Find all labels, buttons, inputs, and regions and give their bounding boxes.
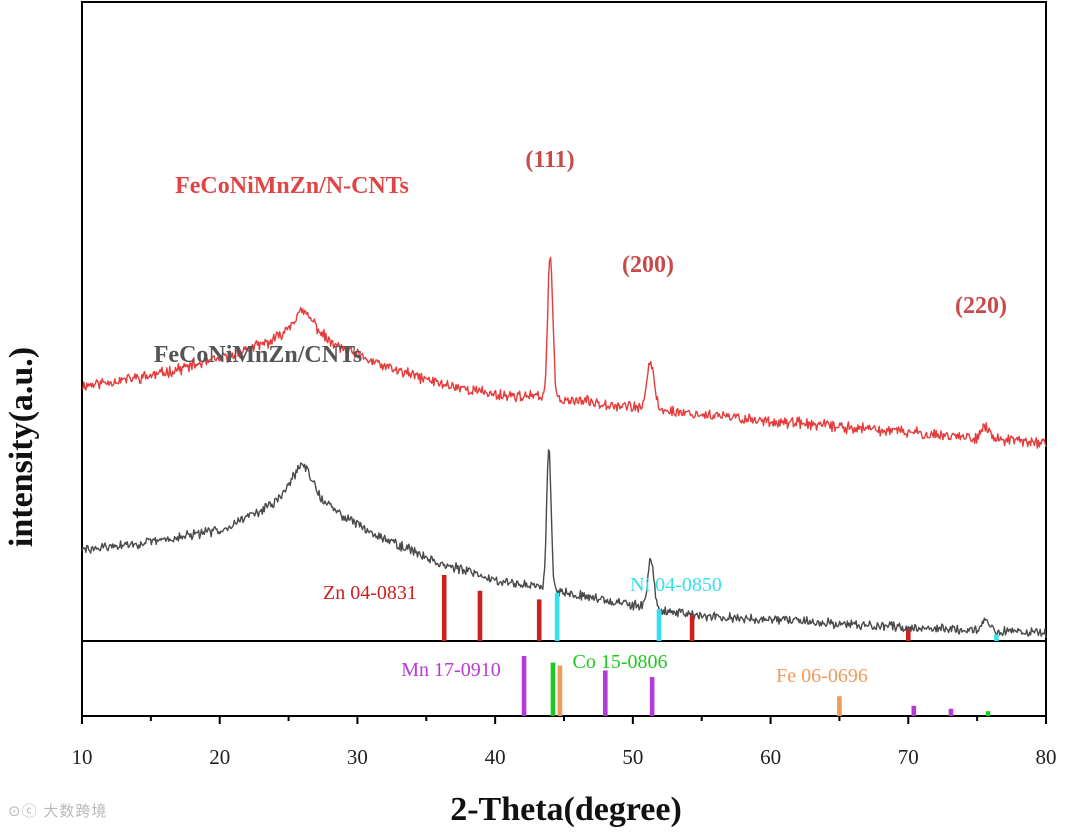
x-tick-label: 50: [622, 745, 643, 769]
peak-label-220: (220): [955, 293, 1007, 319]
x-tick-label: 70: [898, 745, 919, 769]
x-tick-label: 20: [209, 745, 230, 769]
x-tick-label: 30: [347, 745, 368, 769]
reference-stick: [557, 665, 563, 716]
peak-label-111: (111): [525, 147, 574, 173]
peak-label-200: (200): [622, 252, 674, 278]
reference-stick: [656, 609, 662, 641]
reference-stick: [905, 629, 911, 641]
reference-layer: [441, 575, 999, 716]
x-tick-label: 10: [72, 745, 93, 769]
reference-stick: [911, 705, 917, 716]
reference-stick: [521, 656, 527, 716]
series-line-0: [81, 256, 1047, 449]
ref-label-co: Co 15-0806: [573, 651, 668, 673]
watermark: ⊙ⓒ 大数跨境: [8, 802, 108, 820]
reference-stick: [550, 662, 556, 716]
ref-label-fe: Fe 06-0696: [776, 665, 868, 687]
reference-stick: [948, 708, 954, 716]
series-layer: [81, 256, 1047, 638]
reference-stick: [603, 670, 608, 716]
series-label-n-cnts: FeCoNiMnZn/N-CNTs: [175, 173, 409, 199]
reference-stick: [441, 575, 447, 641]
x-tick-label: 80: [1036, 745, 1057, 769]
ref-label-mn: Mn 17-0910: [401, 659, 500, 681]
ref-label-zn: Zn 04-0831: [323, 582, 417, 604]
x-axis-label: 2-Theta(degree): [450, 791, 682, 828]
reference-stick: [994, 634, 999, 641]
x-tick-label: 60: [760, 745, 781, 769]
reference-stick: [477, 590, 483, 641]
ref-label-ni: Ni 04-0850: [630, 574, 722, 596]
reference-stick: [649, 677, 655, 716]
y-axis-label: intensity(a.u.): [3, 347, 40, 547]
x-tick-label: 40: [485, 745, 506, 769]
reference-stick: [554, 592, 560, 641]
x-axis: 10 20 30 40 50 60 70 80: [72, 716, 1057, 769]
reference-stick: [837, 696, 842, 716]
series-label-cnts: FeCoNiMnZn/CNTs: [154, 342, 362, 368]
reference-stick: [536, 599, 542, 641]
reference-stick: [985, 711, 991, 716]
reference-stick: [689, 615, 695, 641]
series-line-1: [81, 449, 1047, 638]
